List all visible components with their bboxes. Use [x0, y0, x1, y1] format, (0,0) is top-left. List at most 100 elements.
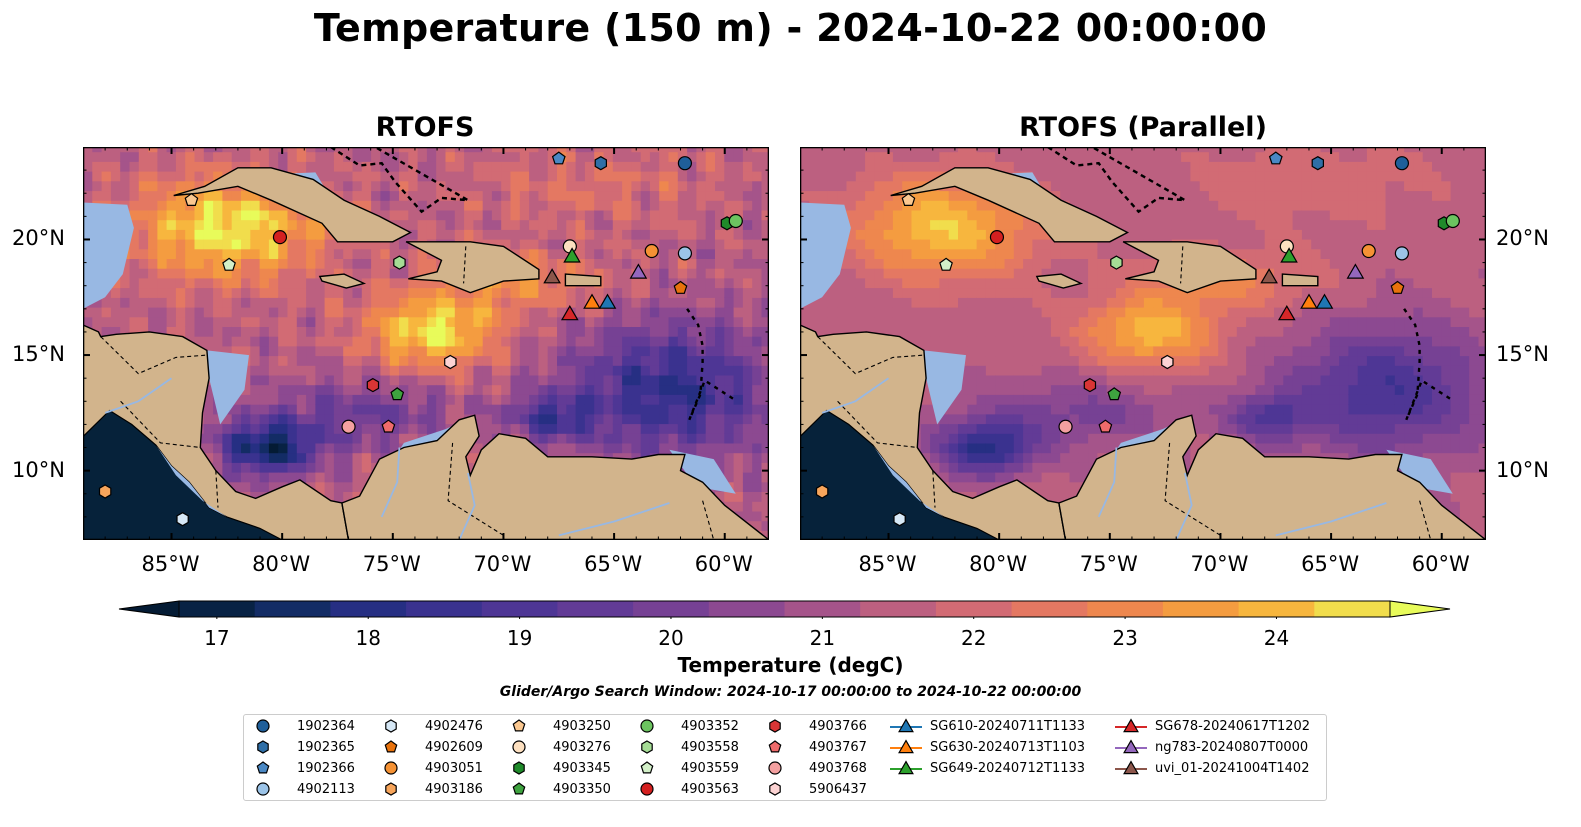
legend-item: 4903559 [638, 758, 739, 778]
legend-marker [898, 760, 914, 775]
legend-marker [640, 761, 654, 774]
legend-marker [256, 761, 270, 774]
legend-label: 4903766 [809, 718, 867, 734]
float-marker-4903766 [1083, 377, 1097, 393]
float-marker-4903350 [390, 387, 405, 401]
float-marker-4903276 [562, 239, 577, 254]
legend-item: 4903563 [638, 779, 739, 799]
float-marker-4903186 [815, 484, 829, 499]
legend-item: 4902113 [254, 779, 355, 799]
legend-marker [384, 740, 398, 753]
legend-item: uvi_01-20241004T1402 [1115, 758, 1309, 778]
pentagon-marker-icon [640, 761, 654, 774]
circle-marker-icon [256, 719, 270, 733]
legend-item: 4903350 [510, 779, 611, 799]
legend-item: 4903250 [510, 716, 611, 736]
legend-label: ng783-20240807T0000 [1155, 739, 1309, 755]
legend-item: SG630-20240713T1103 [890, 737, 1085, 757]
float-marker-4903563 [272, 230, 288, 245]
legend-marker [513, 761, 525, 775]
map-panel-rtofs-parallel [800, 147, 1486, 540]
circle-marker-icon [640, 782, 654, 796]
colorbar-bin [179, 601, 256, 617]
legend-label: SG630-20240713T1103 [930, 739, 1086, 755]
float-marker-4903276 [1279, 239, 1294, 254]
colorbar-tick-label: 17 [204, 626, 230, 650]
colorbar-bin [1087, 601, 1164, 617]
legend-marker [1123, 760, 1139, 775]
float-marker-1902365 [1311, 156, 1325, 171]
legend-label: 4903345 [553, 760, 611, 776]
colorbar-bin [1162, 601, 1240, 617]
colorbar-bin [708, 601, 785, 617]
lon-tick-label: 60°W [694, 552, 753, 576]
legend-label: 4903767 [809, 739, 867, 755]
lon-tick-label: 80°W [969, 552, 1028, 576]
legend-item: 4903186 [382, 779, 483, 799]
legend-marker [768, 740, 782, 753]
float-marker-4903186 [98, 484, 112, 499]
glider-marker-SG630-20240713T1103 [1300, 293, 1318, 309]
legend-item: ng783-20240807T0000 [1115, 737, 1308, 757]
float-marker-4903558 [393, 255, 406, 270]
colorbar-tick-label: 23 [1112, 626, 1138, 650]
legend-label: 4903276 [553, 739, 611, 755]
lon-tick-label: 65°W [584, 552, 643, 576]
circle-marker-icon [768, 761, 782, 775]
triangle-marker-icon [890, 760, 922, 775]
glider-marker-SG678-20240617T1202 [560, 305, 579, 321]
legend-marker [768, 761, 782, 775]
float-marker-4902113 [677, 246, 693, 261]
colorbar-label: Temperature (degC) [677, 653, 904, 677]
colorbar-tick-label: 18 [355, 626, 381, 650]
legend-marker [641, 740, 653, 754]
legend-item: 5906437 [766, 779, 867, 799]
legend-label: 4903558 [681, 739, 739, 755]
lon-tick-label: 60°W [1411, 552, 1470, 576]
legend-label: 1902365 [297, 739, 355, 755]
colorbar-bin [860, 601, 937, 617]
hexagon-marker-icon [257, 740, 269, 754]
lat-tick-label: 10°N [1496, 457, 1549, 482]
float-marker-4902476 [176, 512, 189, 527]
legend-marker [385, 782, 397, 796]
float-marker-1902366 [1268, 151, 1283, 165]
legend-item: 1902365 [254, 737, 355, 757]
float-marker-4903768 [1058, 419, 1073, 434]
legend-item: 4903352 [638, 716, 739, 736]
float-marker-4902609 [673, 280, 688, 294]
legend-item: 4903768 [766, 758, 867, 778]
legend-marker [898, 739, 914, 754]
colorbar-bin [557, 601, 634, 617]
float-marker-4902113 [1394, 246, 1410, 261]
float-marker-1902365 [594, 156, 608, 171]
legend-label: 4902113 [297, 781, 355, 797]
float-marker-4903563 [989, 230, 1005, 245]
legend-label: 5906437 [809, 781, 867, 797]
colorbar-bin [406, 601, 483, 617]
triangle-marker-icon [890, 739, 922, 754]
float-marker-1902364 [1394, 156, 1410, 171]
legend-marker [512, 719, 526, 732]
circle-marker-icon [640, 719, 654, 733]
lon-tick-label: 65°W [1301, 552, 1360, 576]
colorbar-bin [935, 601, 1013, 617]
legend-label: SG649-20240712T1133 [930, 760, 1086, 776]
legend-marker [640, 782, 654, 796]
colorbar-bin [633, 601, 710, 617]
pentagon-marker-icon [768, 740, 782, 753]
figure-title: Temperature (150 m) - 2024-10-22 00:00:0… [313, 6, 1268, 50]
float-marker-4903559 [939, 257, 953, 271]
map-panel-rtofs [83, 147, 769, 540]
float-marker-5906437 [444, 354, 457, 370]
glider-marker-SG649-20240712T1133 [563, 247, 581, 263]
legend-marker [512, 782, 526, 795]
legend-marker [769, 719, 781, 733]
hexagon-marker-icon [769, 719, 781, 733]
triangle-marker-icon [1115, 739, 1147, 754]
legend-item: SG678-20240617T1202 [1115, 716, 1310, 736]
legend-marker [1123, 718, 1139, 733]
colorbar-bin [481, 601, 558, 617]
legend-label: 4903250 [553, 718, 611, 734]
legend-marker [512, 740, 526, 754]
